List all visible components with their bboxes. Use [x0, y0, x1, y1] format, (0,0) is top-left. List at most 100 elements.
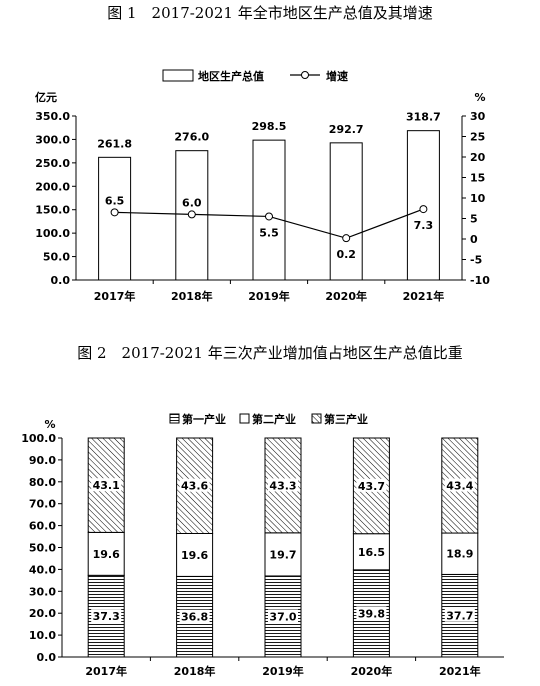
gdp-bar — [329, 142, 363, 281]
share-label-bg — [91, 609, 122, 623]
chart1-left-tick-label: 0.0 — [51, 274, 71, 287]
share-value-label: 43.6 — [181, 480, 208, 493]
growth-point — [265, 212, 273, 221]
gdp-bar — [252, 139, 286, 281]
chart1-x-tick-label: 2018年 — [171, 289, 213, 303]
legend-swatch — [239, 413, 250, 424]
chart1-right-tick-label: 10 — [470, 192, 486, 205]
chart1-right-tick-label: 20 — [470, 151, 486, 164]
chart1-x-tick-label: 2017年 — [94, 289, 136, 303]
share-label-bg — [268, 547, 298, 561]
chart1-title: 图 1 2017-2021 年全市地区生产总值及其增速 — [107, 4, 433, 22]
share-label-bg — [179, 478, 210, 492]
gdp-value-label: 298.5 — [252, 120, 287, 133]
chart1-left-tick-label: 250.0 — [35, 157, 70, 170]
chart1-right-tick-label: -10 — [470, 274, 490, 287]
chart1-right-tick-label: 25 — [470, 131, 485, 144]
chart2-x-tick-label: 2017年 — [85, 664, 127, 678]
share-label-bg — [356, 606, 387, 620]
chart2-title: 图 2 2017-2021 年三次产业增加值占地区生产总值比重 — [77, 344, 463, 362]
chart2-y-tick-label: 0.0 — [37, 651, 57, 664]
chart1-right-tick-label: -5 — [470, 254, 482, 267]
chart1-x-tick-label: 2021年 — [403, 289, 445, 303]
share-label-bg — [444, 546, 475, 560]
legend-swatch — [311, 413, 322, 424]
share-label-bg — [179, 609, 210, 623]
chart1-left-tick-label: 50.0 — [43, 251, 70, 264]
gdp-value-label: 261.8 — [97, 137, 132, 150]
gdp-value-label: 276.0 — [174, 131, 209, 144]
share-value-label: 43.1 — [93, 479, 120, 492]
chart2-y-tick-label: 50.0 — [29, 542, 56, 555]
chart1-right-tick-label: 15 — [470, 172, 485, 185]
share-value-label: 37.7 — [446, 610, 473, 623]
growth-value-label: 6.0 — [182, 196, 202, 209]
chart2-y-tick-label: 10.0 — [29, 629, 56, 642]
chart2-x-tick-label: 2020年 — [351, 664, 393, 678]
chart1-left-tick-label: 200.0 — [35, 180, 70, 193]
legend-swatch — [169, 413, 180, 424]
share-value-label: 43.4 — [446, 480, 473, 493]
share-value-label: 37.0 — [269, 610, 296, 623]
chart2-y-tick-label: 80.0 — [29, 476, 56, 489]
share-label-bg — [356, 544, 387, 558]
chart1-right-tick-label: 5 — [470, 213, 478, 226]
chart2-y-tick-label: 100.0 — [21, 432, 56, 445]
legend-gdp-swatch — [162, 69, 194, 82]
chart2-x-tick-label: 2018年 — [174, 664, 216, 678]
share-value-label: 16.5 — [358, 546, 385, 559]
share-value-label: 39.8 — [358, 607, 385, 620]
growth-value-label: 7.3 — [414, 219, 434, 232]
chart2-x-tick-label: 2019年 — [262, 664, 304, 678]
share-value-label: 19.6 — [181, 549, 208, 562]
chart2-y-tick-label: 40.0 — [29, 563, 56, 576]
share-label-bg — [179, 547, 210, 561]
chart2-y-tick-label: 20.0 — [29, 607, 56, 620]
legend-growth-label: 增速 — [326, 69, 348, 83]
chart1-x-tick-label: 2020年 — [325, 289, 367, 303]
chart2-y-tick-label: 90.0 — [29, 454, 56, 467]
chart1-left-tick-label: 300.0 — [35, 133, 70, 146]
share-value-label: 19.7 — [269, 548, 296, 561]
share-value-label: 43.3 — [269, 479, 296, 492]
chart1-x-tick-label: 2019年 — [248, 289, 290, 303]
share-label-bg — [268, 478, 298, 492]
chart2-y-tick-label: 70.0 — [29, 498, 56, 511]
gdp-bar — [98, 156, 132, 281]
share-value-label: 43.7 — [358, 480, 385, 493]
gdp-growth-chart: 图 1 2017-2021 年全市地区生产总值及其增速 地区生产总值 增速 亿元 … — [35, 4, 490, 303]
share-label-bg — [444, 478, 475, 492]
growth-value-label: 6.5 — [105, 194, 125, 207]
chart2-x-tick-label: 2021年 — [439, 664, 481, 678]
chart1-right-tick-label: 0 — [470, 233, 478, 246]
legend-label: 第三产业 — [324, 412, 368, 426]
chart1-right-tick-label: 30 — [470, 110, 486, 123]
share-label-bg — [356, 478, 387, 492]
chart1-left-tick-label: 350.0 — [35, 110, 70, 123]
growth-value-label: 5.5 — [259, 226, 279, 239]
chart1-right-unit: % — [474, 91, 485, 104]
legend-gdp-label: 地区生产总值 — [198, 69, 264, 83]
growth-point — [110, 208, 119, 217]
growth-point — [419, 205, 428, 214]
share-label-bg — [268, 609, 298, 623]
share-value-label: 18.9 — [446, 548, 473, 561]
chart2-unit: % — [44, 418, 55, 431]
legend-label: 第二产业 — [252, 412, 296, 426]
chart2-y-tick-label: 30.0 — [29, 585, 56, 598]
chart2-y-tick-label: 60.0 — [29, 520, 56, 533]
industry-share-chart: 图 2 2017-2021 年三次产业增加值占地区生产总值比重 第一产业 第二产业… — [21, 344, 504, 678]
growth-point — [342, 234, 351, 243]
share-label-bg — [91, 478, 122, 492]
gdp-value-label: 318.7 — [406, 111, 441, 124]
share-value-label: 36.8 — [181, 611, 208, 624]
growth-value-label: 0.2 — [336, 248, 356, 261]
legend-label: 第一产业 — [182, 412, 226, 426]
growth-point — [187, 210, 196, 219]
share-label-bg — [444, 608, 475, 622]
chart1-left-tick-label: 150.0 — [35, 204, 70, 217]
share-label-bg — [91, 546, 122, 560]
chart1-left-unit: 亿元 — [35, 90, 57, 104]
share-value-label: 19.6 — [93, 548, 120, 561]
chart1-left-tick-label: 100.0 — [35, 227, 70, 240]
